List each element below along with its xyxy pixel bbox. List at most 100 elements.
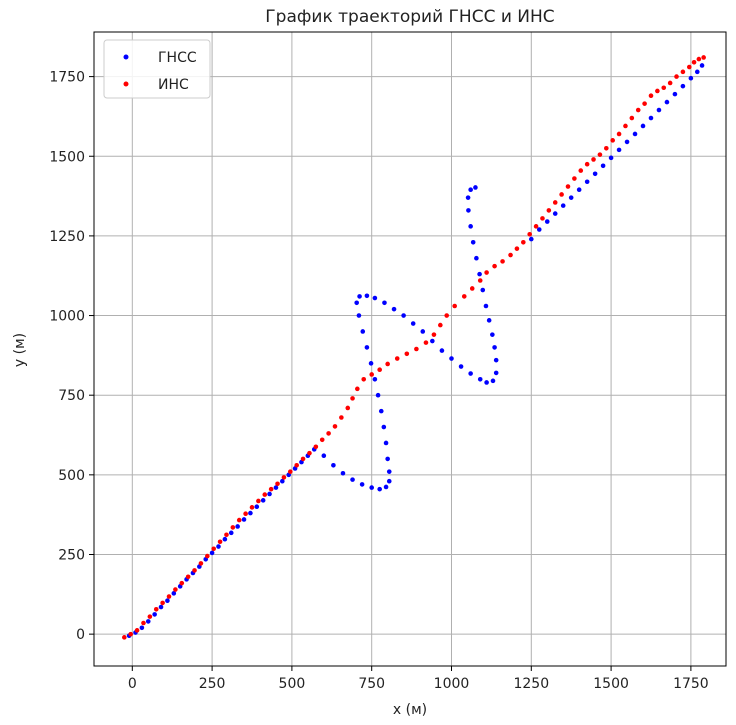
data-point <box>458 364 464 369</box>
data-point <box>452 303 457 309</box>
data-point <box>474 255 479 261</box>
series-ins <box>122 55 706 640</box>
data-point <box>268 486 274 492</box>
data-point <box>477 271 482 277</box>
x-tick-label: 1000 <box>434 676 470 692</box>
data-point <box>490 378 496 384</box>
data-point <box>369 372 374 377</box>
data-point <box>584 179 590 185</box>
y-tick-label: 500 <box>58 468 85 484</box>
data-point <box>165 598 170 603</box>
data-point <box>383 440 389 446</box>
data-point <box>262 492 268 497</box>
data-point <box>386 469 392 474</box>
data-point <box>449 356 454 361</box>
data-point <box>383 484 389 490</box>
data-point <box>319 437 325 443</box>
data-point <box>667 80 673 86</box>
y-tick-label: 1250 <box>49 229 85 245</box>
data-point <box>444 313 450 318</box>
data-point <box>369 485 374 490</box>
data-point <box>616 147 622 153</box>
data-point <box>386 478 392 484</box>
data-point <box>217 539 223 545</box>
data-point <box>158 604 164 610</box>
data-point <box>166 594 172 599</box>
data-point <box>216 544 221 549</box>
data-point <box>568 195 574 200</box>
data-point <box>608 155 614 161</box>
data-point <box>514 246 520 251</box>
data-point <box>592 171 598 177</box>
data-point <box>228 530 234 536</box>
data-point <box>635 107 641 113</box>
plot-frame <box>93 31 727 667</box>
data-point <box>260 498 266 503</box>
data-point <box>128 631 134 637</box>
data-point <box>616 131 622 137</box>
data-point <box>236 517 242 523</box>
data-point <box>385 361 390 367</box>
data-point <box>359 482 365 487</box>
data-point <box>224 532 229 538</box>
data-point <box>500 259 505 264</box>
y-tick-label: 1500 <box>49 149 85 165</box>
x-tick-label: 1750 <box>673 676 709 692</box>
data-point <box>404 351 410 357</box>
legend-box <box>103 39 211 99</box>
data-point <box>381 424 387 430</box>
data-point <box>468 224 473 229</box>
data-point <box>468 187 473 193</box>
data-point <box>560 203 566 208</box>
data-point <box>372 295 378 301</box>
data-point <box>420 329 426 334</box>
data-point <box>691 59 697 65</box>
legend-label-gnss: ГНСС <box>158 50 197 66</box>
data-point <box>466 208 471 213</box>
legend-marker-gnss <box>123 54 129 60</box>
data-point <box>248 510 253 516</box>
data-point <box>623 123 628 129</box>
data-point <box>211 546 216 552</box>
data-point <box>624 139 630 145</box>
data-point <box>648 93 654 99</box>
data-point <box>122 635 127 640</box>
data-point <box>600 163 606 169</box>
x-tick-label: 1250 <box>513 676 549 692</box>
data-point <box>552 200 558 205</box>
data-point <box>364 345 370 350</box>
data-point <box>355 386 360 392</box>
data-point <box>492 263 497 269</box>
data-point <box>576 187 582 193</box>
data-point <box>546 208 552 213</box>
data-point <box>307 450 312 456</box>
data-point <box>192 568 197 573</box>
data-point <box>360 329 366 334</box>
data-point <box>280 478 285 484</box>
data-point <box>145 619 151 624</box>
data-point <box>431 332 437 337</box>
data-point <box>533 224 539 229</box>
data-point <box>401 313 406 318</box>
data-point <box>141 620 146 626</box>
data-point <box>527 232 532 237</box>
data-point <box>209 550 215 556</box>
data-point <box>153 606 159 612</box>
data-point <box>414 346 419 352</box>
data-point <box>552 211 558 216</box>
data-point <box>339 415 344 420</box>
data-point <box>465 195 471 200</box>
data-point <box>696 56 702 62</box>
data-point <box>357 294 362 299</box>
legend-label-ins: ИНС <box>158 77 189 93</box>
data-point <box>694 69 700 75</box>
data-point <box>288 469 293 474</box>
data-point <box>578 168 584 173</box>
data-point <box>205 553 210 559</box>
data-point <box>198 561 204 566</box>
data-point <box>185 574 191 580</box>
data-point <box>565 184 571 189</box>
data-point <box>477 376 483 382</box>
data-point <box>680 69 686 75</box>
data-point <box>173 587 178 592</box>
